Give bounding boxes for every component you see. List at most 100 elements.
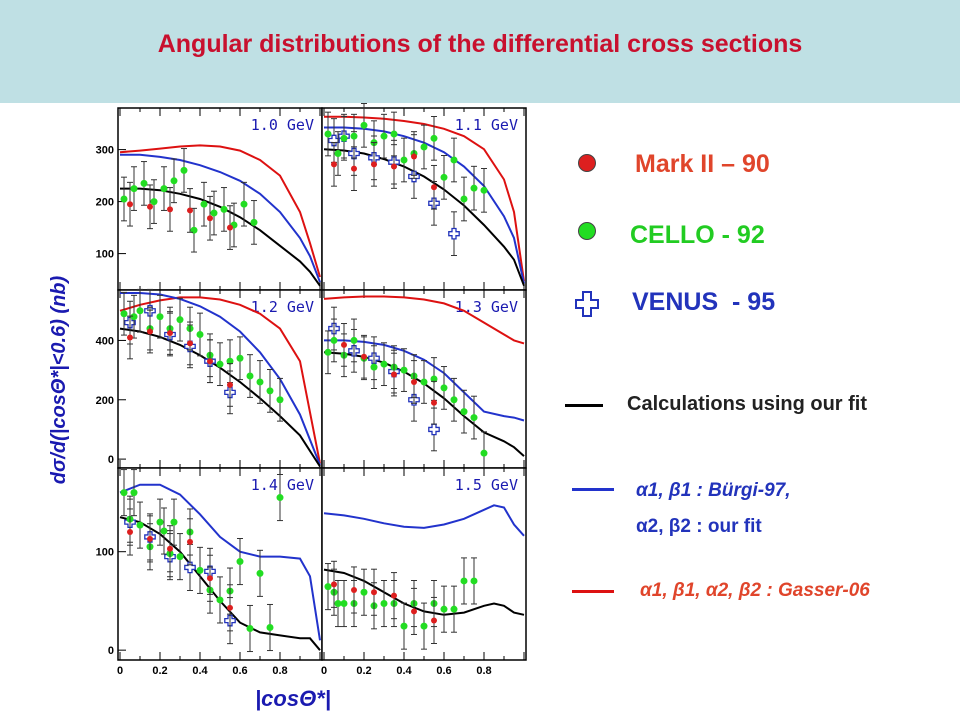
x-tick-label: 0.6 — [436, 665, 451, 677]
black-line-swatch — [565, 404, 603, 407]
cello-point — [450, 396, 458, 404]
cello-point — [120, 195, 128, 203]
cello-point — [220, 205, 228, 213]
mark2-point — [391, 592, 397, 599]
y-tick-label: 200 — [96, 197, 114, 209]
cello-point — [450, 156, 458, 164]
cello-point — [400, 622, 408, 630]
panel-energy-label: 1.1 GeV — [455, 116, 518, 134]
cello-point — [170, 177, 178, 185]
cello-point — [480, 186, 488, 194]
mark2-point — [411, 608, 417, 615]
cello-point — [160, 527, 168, 535]
mark2-point — [147, 328, 153, 335]
cello-point — [380, 600, 388, 608]
venus-marker-icon — [575, 291, 599, 317]
mark2-point — [341, 341, 347, 348]
cello-point — [334, 600, 342, 608]
cello-point — [370, 363, 378, 371]
panel-frame — [117, 467, 323, 661]
panel-energy-label: 1.3 GeV — [455, 298, 518, 316]
mark2-point — [127, 201, 133, 208]
legend-blue-line-1: α1, β1 : Bürgi-97, — [636, 480, 791, 501]
red-line-swatch — [572, 590, 614, 593]
x-tick-label: 0 — [321, 665, 327, 677]
cello-point — [176, 316, 184, 324]
mark2-point — [331, 581, 337, 588]
y-tick-label: 200 — [96, 395, 114, 407]
cello-point — [470, 577, 478, 585]
mark2-point — [371, 161, 377, 168]
venus-point — [184, 561, 196, 574]
mark2-point — [187, 207, 193, 214]
cello-point — [430, 134, 438, 142]
cello-point — [130, 185, 138, 193]
fit-blue-curve — [119, 483, 321, 641]
mark2-point — [167, 545, 173, 552]
mark2-point — [431, 617, 437, 624]
cello-point — [120, 489, 128, 497]
title-banner — [0, 0, 960, 103]
cello-point — [340, 600, 348, 608]
cello-point — [324, 130, 332, 138]
legend-blue-line-2: α2, β2 : our fit — [636, 516, 762, 537]
cello-point — [216, 596, 224, 604]
cello-point — [130, 489, 138, 497]
mark2-point — [127, 529, 133, 535]
cello-point — [196, 566, 204, 574]
legend-venus: VENUS - 95 — [632, 288, 776, 316]
cello-point — [276, 494, 284, 502]
panel-energy-label: 1.2 GeV — [251, 298, 314, 316]
cello-marker — [578, 222, 596, 240]
cello-point — [200, 200, 208, 208]
cello-point — [140, 179, 148, 187]
mark2-point — [411, 378, 417, 385]
panel-energy-label: 1.4 GeV — [251, 476, 314, 494]
cello-point — [136, 307, 144, 315]
cello-point — [334, 150, 342, 157]
panel-energy-label: 1.5 GeV — [455, 476, 518, 494]
mark2-marker — [578, 154, 596, 172]
y-tick-label: 100 — [96, 547, 114, 559]
x-axis-label: |cosΘ*| — [255, 686, 331, 711]
mark2-point — [431, 184, 437, 191]
cello-point — [276, 396, 284, 404]
cello-point — [470, 184, 478, 192]
cello-point — [246, 372, 254, 380]
y-tick-label: 0 — [108, 645, 114, 657]
cello-point — [136, 521, 144, 529]
mark2-point — [207, 215, 213, 222]
cello-point — [360, 121, 368, 129]
cello-point — [156, 313, 164, 321]
x-tick-label: 0.8 — [272, 665, 287, 677]
x-tick-label: 0.8 — [476, 665, 491, 677]
panel-energy-label: 1.0 GeV — [251, 116, 314, 134]
page-title: Angular distributions of the differentia… — [157, 30, 803, 58]
cello-point — [390, 130, 398, 138]
mark2-point — [187, 340, 193, 347]
mark2-point — [167, 330, 173, 337]
legend-black-line: Calculations using our fit — [627, 393, 868, 415]
venus-point — [428, 423, 440, 436]
cello-point — [266, 387, 274, 395]
cello-point — [130, 313, 138, 321]
cello-point — [430, 375, 438, 383]
cello-point — [350, 132, 358, 140]
mark2-point — [227, 604, 233, 611]
cello-point — [420, 622, 428, 630]
cello-point — [240, 200, 248, 208]
cello-point — [460, 195, 468, 203]
venus-point — [328, 134, 340, 147]
cello-point — [120, 310, 128, 318]
cello-point — [400, 366, 408, 374]
chart-panels: 100 200 300 1.0 GeV 1.1 GeV 0 200 400 1.2 GeV 1.3… — [96, 102, 527, 677]
cello-point — [440, 384, 448, 392]
cello-point — [266, 624, 274, 632]
cello-point — [256, 378, 264, 386]
mark2-point — [391, 371, 397, 378]
cello-point — [156, 518, 164, 526]
mark2-point — [391, 163, 397, 170]
blue-line-swatch — [572, 488, 614, 491]
cello-point — [256, 569, 264, 577]
cello-point — [236, 354, 244, 362]
